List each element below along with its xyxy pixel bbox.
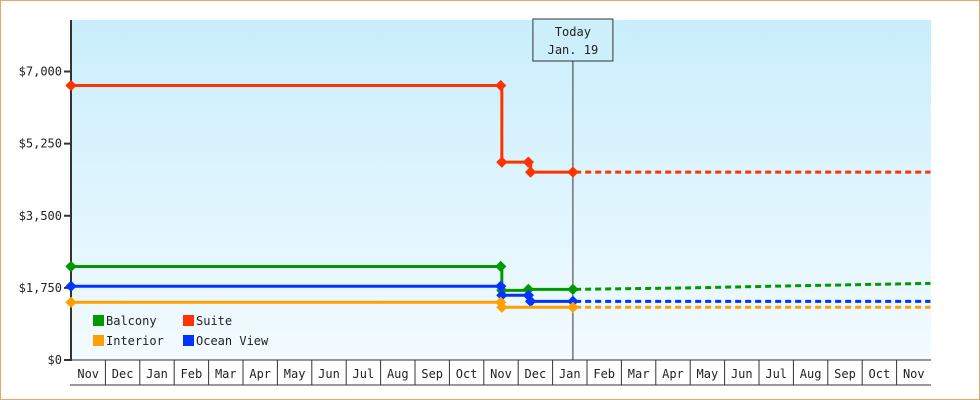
legend-swatch (183, 315, 194, 326)
x-tick-label: May (284, 367, 306, 381)
y-tick-label: $1,750 (19, 281, 62, 295)
series-layer (65, 79, 931, 313)
x-tick-label: Apr (249, 367, 271, 381)
x-tick-label: Jun (318, 367, 340, 381)
today-date: Jan. 19 (548, 43, 599, 57)
x-tick-label: Feb (181, 367, 203, 381)
x-tick-label: Jul (353, 367, 375, 381)
suite-point (567, 166, 579, 178)
x-tick-label: Dec (525, 367, 547, 381)
suite-point (524, 166, 537, 178)
x-tick-label: Dec (112, 367, 134, 381)
x-tick-label: Aug (387, 367, 409, 381)
today-label: Today (555, 25, 591, 39)
legend-label: Ocean View (196, 334, 269, 348)
legend-swatch (93, 335, 104, 346)
balcony-point (495, 260, 507, 273)
legend-label: Interior (106, 334, 164, 348)
y-tick-label: $5,250 (19, 137, 62, 151)
x-tick-label: Jun (731, 367, 753, 381)
x-tick-label: Apr (662, 367, 684, 381)
legend-swatch (93, 315, 104, 326)
suite-point (522, 156, 535, 168)
x-tick-label: Sep (834, 367, 856, 381)
y-tick-label: $3,500 (19, 209, 62, 223)
x-tick-label: Nov (903, 367, 925, 381)
interior-point (567, 301, 579, 313)
x-tick-label: Nov (77, 367, 99, 381)
legend-label: Balcony (106, 314, 157, 328)
legend-label: Suite (196, 314, 232, 328)
x-tick-label: Aug (800, 367, 822, 381)
x-tick-label: Jan (146, 367, 168, 381)
x-tick-label: May (697, 367, 719, 381)
legend-swatch (183, 335, 194, 346)
ocean-view-point (496, 289, 508, 301)
today-marker: Today Jan. 19 (532, 18, 614, 360)
ocean-view-point (495, 280, 507, 292)
x-tick-label: Nov (490, 367, 512, 381)
x-tick-label: Mar (215, 367, 237, 381)
x-tick-label: Sep (421, 367, 443, 381)
x-tick-label: Oct (456, 367, 478, 381)
legend: Balcony Suite Interior Ocean View (93, 314, 269, 348)
balcony-point (522, 283, 535, 296)
x-tick-label: Jan (559, 367, 581, 381)
suite-point (496, 156, 508, 168)
x-axis: Nov Dec Jan Feb Mar Apr May Jun Jul Aug Sep Oct Nov D… (70, 359, 931, 386)
x-tick-label: Jul (765, 367, 787, 381)
y-axis: $0 $1,750 $3,500 $5,250 $7,000 (19, 20, 72, 367)
x-tick-label: Oct (869, 367, 891, 381)
ocean-view-point (524, 295, 537, 307)
x-tick-label: Mar (628, 367, 650, 381)
today-label-box (532, 18, 614, 62)
balcony-point (567, 283, 579, 296)
y-tick-label: $7,000 (19, 65, 62, 79)
interior-point (496, 301, 508, 313)
y-tick-label: $0 (48, 353, 62, 367)
ocean-view-point (567, 295, 579, 307)
x-tick-label: Feb (593, 367, 615, 381)
